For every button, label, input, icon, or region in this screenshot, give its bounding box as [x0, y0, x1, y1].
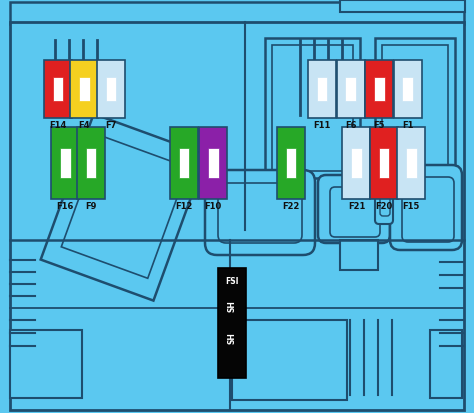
Text: SH: SH	[228, 300, 237, 312]
Text: F22: F22	[283, 202, 300, 211]
Bar	[340, 0, 465, 12]
Bar	[370, 127, 398, 199]
Text: SH: SH	[228, 332, 237, 344]
Text: F16: F16	[57, 202, 74, 211]
Text: F15: F15	[403, 202, 420, 211]
Bar	[272, 45, 353, 171]
Bar	[86, 148, 96, 178]
Text: FSI: FSI	[225, 278, 239, 287]
Text: F14: F14	[49, 121, 66, 130]
Bar	[10, 2, 464, 24]
Bar	[79, 77, 90, 101]
Bar	[51, 127, 80, 199]
Bar	[382, 45, 448, 171]
FancyBboxPatch shape	[375, 182, 393, 224]
Bar	[379, 148, 389, 178]
FancyBboxPatch shape	[205, 170, 315, 255]
FancyBboxPatch shape	[218, 183, 302, 243]
Bar	[61, 136, 188, 278]
Bar	[277, 127, 305, 199]
FancyBboxPatch shape	[330, 187, 380, 237]
Bar	[342, 127, 371, 199]
Bar	[199, 127, 228, 199]
Bar	[10, 330, 82, 398]
Bar	[406, 148, 417, 178]
Bar	[218, 268, 246, 378]
Bar	[430, 330, 462, 398]
Bar	[337, 60, 365, 118]
FancyBboxPatch shape	[380, 188, 390, 216]
Bar	[77, 127, 105, 199]
Text: F6: F6	[345, 121, 356, 130]
Bar	[97, 60, 125, 118]
Bar	[44, 60, 72, 118]
Text: F21: F21	[348, 202, 365, 211]
Text: F9: F9	[85, 202, 97, 211]
Bar	[179, 148, 189, 178]
Bar	[208, 148, 219, 178]
Text: F5: F5	[374, 121, 385, 130]
Text: F7: F7	[105, 121, 117, 130]
Bar	[393, 60, 422, 118]
Bar	[346, 77, 356, 101]
Bar	[41, 114, 207, 301]
Text: F20: F20	[375, 202, 392, 211]
Bar	[340, 240, 378, 270]
Bar	[351, 148, 362, 178]
Bar	[317, 77, 327, 101]
Text: F10: F10	[205, 202, 222, 211]
Bar	[232, 320, 347, 400]
FancyBboxPatch shape	[402, 177, 454, 242]
Bar	[286, 148, 296, 178]
FancyBboxPatch shape	[318, 175, 390, 243]
Bar	[60, 148, 71, 178]
Bar	[106, 77, 116, 101]
Bar	[308, 60, 336, 118]
Bar	[170, 127, 198, 199]
Bar	[375, 38, 455, 178]
FancyBboxPatch shape	[390, 165, 462, 250]
Text: F12: F12	[175, 202, 192, 211]
Bar	[70, 60, 99, 118]
Text: F4: F4	[79, 121, 90, 130]
Bar	[397, 127, 426, 199]
Bar	[402, 77, 413, 101]
Bar	[265, 38, 360, 178]
Text: F1: F1	[402, 121, 413, 130]
Text: F11: F11	[313, 121, 330, 130]
Bar	[53, 77, 63, 101]
Bar	[365, 60, 393, 118]
Bar	[374, 77, 384, 101]
